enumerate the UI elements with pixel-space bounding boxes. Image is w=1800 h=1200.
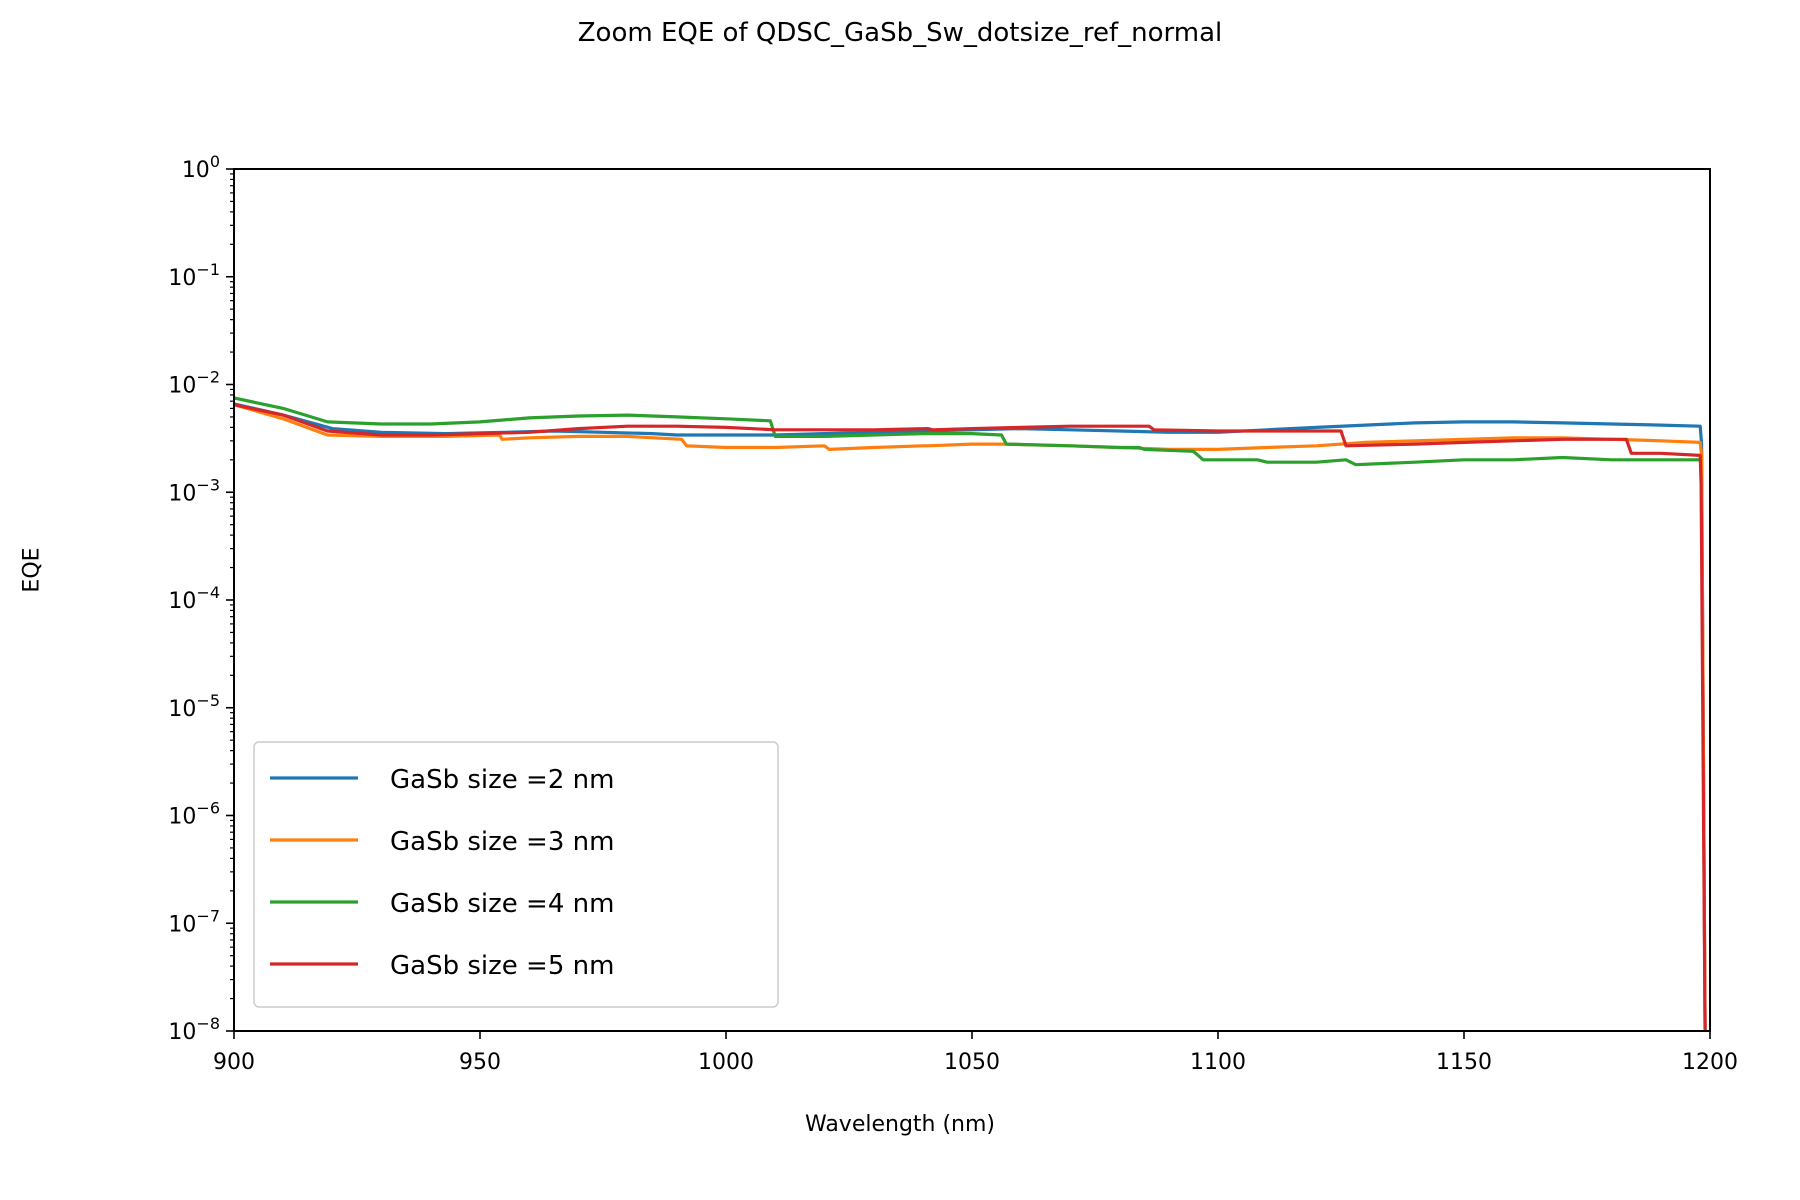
y-tick-exponent: −8 bbox=[196, 1014, 220, 1033]
x-tick-label: 1150 bbox=[1436, 1050, 1492, 1075]
y-tick-label: 10−5 bbox=[168, 691, 220, 722]
legend-box bbox=[253, 741, 779, 1008]
y-tick-base: 10 bbox=[182, 158, 210, 183]
legend-entry-label: GaSb size =5 nm bbox=[390, 951, 614, 981]
x-tick-label: 1100 bbox=[1190, 1050, 1246, 1075]
y-tick-base: 10 bbox=[168, 912, 196, 937]
y-tick-label: 10−2 bbox=[168, 368, 220, 399]
legend-entry-label: GaSb size =4 nm bbox=[390, 889, 614, 919]
y-tick-exponent: 0 bbox=[210, 152, 220, 171]
x-tick-label: 1050 bbox=[944, 1050, 1000, 1075]
axis-ticks: 900 950 1000 1050 1100 1150 120010010−110−210−… bbox=[168, 152, 1738, 1075]
series-layer bbox=[234, 396, 1707, 1031]
x-tick-label: 900 bbox=[213, 1050, 255, 1075]
y-tick-label: 10−8 bbox=[168, 1014, 220, 1045]
y-tick-base: 10 bbox=[168, 589, 196, 614]
y-tick-label: 10−4 bbox=[168, 583, 220, 614]
y-tick-base: 10 bbox=[168, 1020, 196, 1045]
y-tick-exponent: −6 bbox=[196, 799, 220, 818]
x-tick-label: 1000 bbox=[698, 1050, 754, 1075]
y-tick-base: 10 bbox=[168, 481, 196, 506]
y-tick-exponent: −7 bbox=[196, 906, 220, 925]
y-tick-label: 10−7 bbox=[168, 906, 220, 937]
y-tick-label: 100 bbox=[182, 152, 220, 183]
y-tick-base: 10 bbox=[168, 805, 196, 830]
y-tick-label: 10−1 bbox=[168, 260, 220, 291]
y-tick-base: 10 bbox=[168, 374, 196, 399]
y-tick-label: 10−6 bbox=[168, 799, 220, 830]
plot-frame bbox=[233, 168, 1711, 1032]
y-tick-exponent: −1 bbox=[196, 260, 220, 279]
legend-entry-label: GaSb size =2 nm bbox=[390, 765, 614, 795]
y-tick-base: 10 bbox=[168, 697, 196, 722]
y-tick-base: 10 bbox=[168, 266, 196, 291]
y-tick-exponent: −3 bbox=[196, 475, 220, 494]
series-line-5nm bbox=[234, 403, 1707, 1031]
legend-entry-label: GaSb size =3 nm bbox=[390, 827, 614, 857]
y-tick-exponent: −2 bbox=[196, 368, 220, 387]
x-tick-label: 950 bbox=[459, 1050, 501, 1075]
y-tick-label: 10−3 bbox=[168, 475, 220, 506]
series-line-4nm bbox=[234, 396, 1701, 467]
x-tick-label: 1200 bbox=[1682, 1050, 1738, 1075]
legend: GaSb size =2 nm GaSb size =3 nm GaSb size … bbox=[253, 741, 779, 1008]
series-line-3nm bbox=[234, 403, 1707, 1031]
y-tick-exponent: −4 bbox=[196, 583, 220, 602]
x-axis-label: Wavelength (nm) bbox=[804, 1112, 996, 1137]
y-tick-exponent: −5 bbox=[196, 691, 220, 710]
chart-title: Zoom EQE of QDSC_GaSb_Sw_dotsize_ref_nor… bbox=[577, 18, 1223, 48]
